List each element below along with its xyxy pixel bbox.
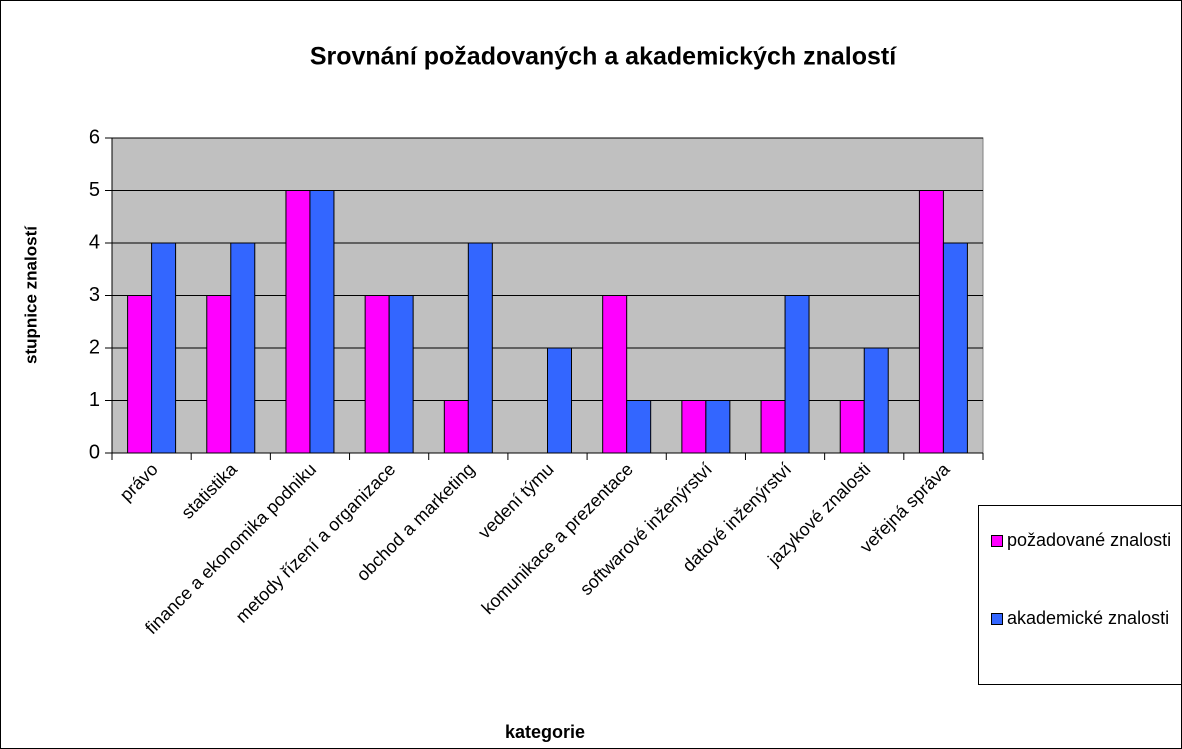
legend-label: akademické znalosti xyxy=(1007,608,1170,628)
legend: požadované znalosti akademické znalosti xyxy=(978,505,1182,685)
bar xyxy=(309,190,335,454)
bar xyxy=(127,295,153,454)
bar xyxy=(285,190,311,454)
x-axis-label: kategorie xyxy=(505,722,585,742)
bar xyxy=(547,347,572,454)
bar xyxy=(918,190,944,454)
bar xyxy=(151,242,177,454)
bar xyxy=(760,400,786,454)
legend-item: akademické znalosti xyxy=(991,604,1172,632)
y-tick-label: 5 xyxy=(89,179,100,201)
bar xyxy=(839,400,865,454)
bar xyxy=(230,242,256,454)
bar xyxy=(364,295,390,454)
bar xyxy=(863,347,889,454)
y-tick-label: 4 xyxy=(89,231,100,253)
chart-title: Srovnání požadovaných a akademických zna… xyxy=(310,43,897,71)
legend-label: požadované znalosti xyxy=(1007,530,1172,550)
bar xyxy=(784,295,810,454)
bar xyxy=(388,295,414,454)
bar xyxy=(942,242,968,454)
legend-item: požadované znalosti xyxy=(991,526,1172,554)
bar xyxy=(602,295,628,454)
y-axis-label: stupnice znalostí xyxy=(21,225,40,364)
legend-swatch xyxy=(991,535,1003,547)
bar xyxy=(705,400,731,454)
y-tick-label: 6 xyxy=(89,126,100,148)
y-tick-label: 1 xyxy=(89,389,100,411)
bar xyxy=(467,242,493,454)
bar xyxy=(626,400,652,454)
y-tick-label: 0 xyxy=(89,441,100,463)
bar xyxy=(206,295,232,454)
bar xyxy=(681,400,707,454)
y-tick-label: 3 xyxy=(89,284,100,306)
legend-swatch xyxy=(991,613,1003,625)
bar xyxy=(443,400,469,454)
y-tick-label: 2 xyxy=(89,336,100,358)
